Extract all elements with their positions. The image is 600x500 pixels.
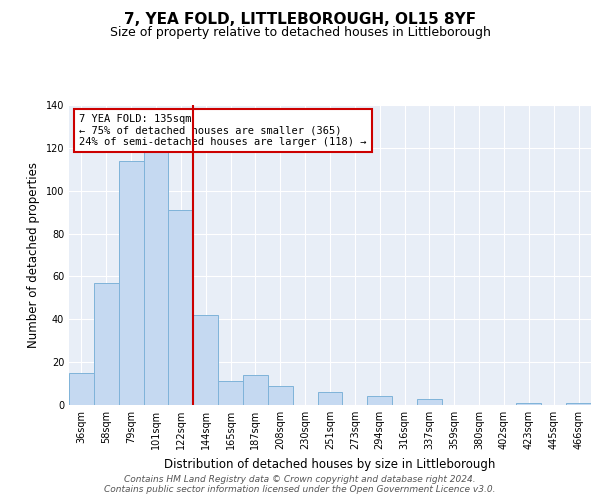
Text: 7, YEA FOLD, LITTLEBOROUGH, OL15 8YF: 7, YEA FOLD, LITTLEBOROUGH, OL15 8YF bbox=[124, 12, 476, 28]
Bar bbox=[218, 382, 243, 405]
Y-axis label: Number of detached properties: Number of detached properties bbox=[27, 162, 40, 348]
Bar bbox=[566, 403, 591, 405]
Bar bbox=[243, 375, 268, 405]
Bar bbox=[193, 315, 218, 405]
Bar bbox=[367, 396, 392, 405]
Bar bbox=[317, 392, 343, 405]
Bar bbox=[94, 283, 119, 405]
Bar bbox=[268, 386, 293, 405]
X-axis label: Distribution of detached houses by size in Littleborough: Distribution of detached houses by size … bbox=[164, 458, 496, 470]
Bar bbox=[417, 398, 442, 405]
Text: Size of property relative to detached houses in Littleborough: Size of property relative to detached ho… bbox=[110, 26, 490, 39]
Text: 7 YEA FOLD: 135sqm
← 75% of detached houses are smaller (365)
24% of semi-detach: 7 YEA FOLD: 135sqm ← 75% of detached hou… bbox=[79, 114, 367, 147]
Bar bbox=[517, 403, 541, 405]
Bar bbox=[143, 152, 169, 405]
Bar bbox=[119, 160, 143, 405]
Text: Contains HM Land Registry data © Crown copyright and database right 2024.
Contai: Contains HM Land Registry data © Crown c… bbox=[104, 474, 496, 494]
Bar bbox=[69, 373, 94, 405]
Bar bbox=[169, 210, 193, 405]
